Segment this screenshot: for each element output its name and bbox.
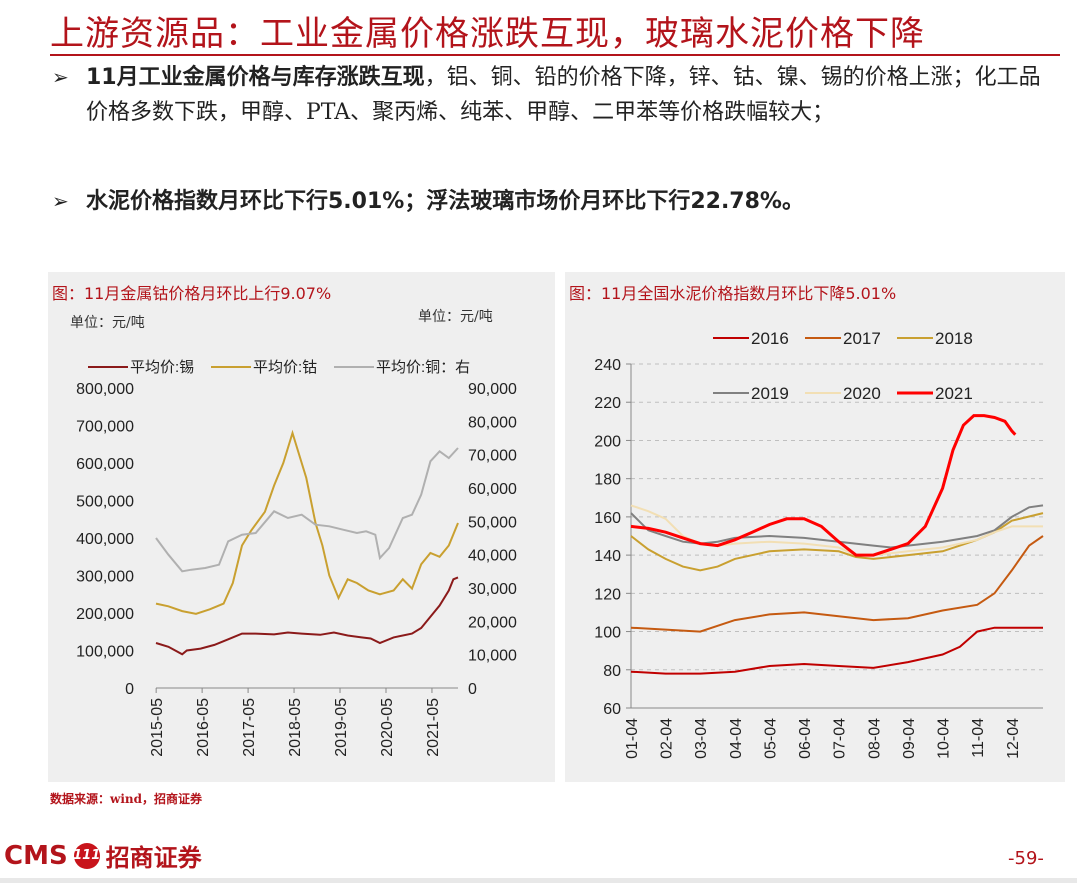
y-left-tick-label: 400,000	[76, 531, 134, 548]
bullet-1-bold: 11月工业金属价格与库存涨跌互现	[86, 65, 425, 90]
x-tick-label: 03-04	[693, 718, 710, 759]
legend-label: 2018	[935, 329, 973, 348]
legend-label: 2020	[843, 384, 881, 403]
series-line	[630, 535, 1044, 633]
x-tick-label: 05-04	[762, 718, 779, 759]
series-line	[630, 626, 1043, 675]
x-tick-label: 06-04	[797, 718, 814, 759]
x-tick-label: 2016-05	[195, 698, 212, 757]
data-source: 数据来源：wind，招商证券	[50, 792, 203, 806]
arrow-bullet-icon: ➢	[52, 189, 69, 213]
x-tick-label: 07-04	[832, 718, 849, 759]
bullet-1-text: ，铝、铜、铅的价格下降，锌、钴、镍、锡的价格上涨；化工品价格多数下跌，甲醇、PT…	[86, 65, 1041, 125]
chart-right-title: 图：11月全国水泥价格指数月环比下降5.01%	[569, 284, 897, 303]
series-line	[630, 414, 1017, 557]
y-right-tick-label: 50,000	[468, 514, 517, 531]
x-tick-label: 2018-05	[287, 698, 304, 757]
y-right-tick-label: 10,000	[468, 648, 517, 665]
x-tick-label: 01-04	[624, 718, 641, 759]
page-title: 上游资源品：工业金属价格涨跌互现，玻璃水泥价格下降	[50, 14, 925, 54]
footer-divider	[0, 878, 1077, 883]
series-line	[155, 447, 459, 573]
title-divider	[50, 54, 1060, 56]
page-number: -59-	[1008, 848, 1044, 869]
y-left-tick-label: 100,000	[76, 644, 134, 661]
y-tick-label: 100	[594, 625, 621, 642]
y-tick-label: 80	[603, 663, 621, 680]
chart-left-unit-left: 单位：元/吨	[70, 315, 145, 331]
x-tick-label: 08-04	[866, 718, 883, 759]
legend-label: 2017	[843, 329, 881, 348]
x-tick-label: 2021-05	[425, 698, 442, 757]
legend-label: 平均价:钴	[253, 359, 317, 376]
y-tick-label: 120	[594, 586, 621, 603]
x-tick-label: 11-04	[970, 718, 987, 758]
legend-label: 平均价:锡	[130, 359, 194, 376]
logo-company-name: 招商证券	[105, 843, 202, 872]
x-tick-label: 2019-05	[333, 698, 350, 757]
y-left-tick-label: 0	[125, 681, 134, 698]
x-tick-label: 10-04	[936, 718, 953, 759]
x-tick-label: 04-04	[728, 718, 745, 759]
legend-label: 平均价:铜：右	[376, 359, 470, 376]
legend-label: 2016	[751, 329, 789, 348]
x-tick-label: 2015-05	[149, 698, 166, 757]
arrow-bullet-icon: ➢	[52, 65, 69, 89]
y-right-tick-label: 60,000	[468, 481, 517, 498]
y-right-tick-label: 30,000	[468, 581, 517, 598]
series-line	[155, 576, 459, 656]
x-tick-label: 09-04	[901, 718, 918, 759]
bullet-2: ➢ 水泥价格指数月环比下行5.01%；浮法玻璃市场价月环比下行22.78%。	[52, 184, 1042, 219]
y-right-tick-label: 70,000	[468, 448, 517, 465]
x-tick-label: 2017-05	[241, 698, 258, 757]
legend-label: 2021	[935, 384, 973, 403]
y-tick-label: 220	[594, 395, 621, 412]
y-left-tick-label: 700,000	[76, 419, 134, 436]
chart-left-title: 图：11月金属钴价格月环比上行9.07%	[52, 284, 332, 303]
series-line	[630, 504, 1043, 557]
y-tick-label: 200	[594, 433, 621, 450]
y-right-tick-label: 0	[468, 681, 477, 698]
y-left-tick-label: 500,000	[76, 494, 134, 511]
chart-panel-right: 图：11月全国水泥价格指数月环比下降5.01% 60 80 100 120 140 160…	[565, 272, 1065, 782]
x-tick-label: 02-04	[659, 718, 676, 759]
y-tick-label: 180	[594, 472, 621, 489]
y-tick-label: 140	[594, 548, 621, 565]
company-logo: CMS 111 招商证券	[4, 838, 202, 873]
legend-label: 2019	[751, 384, 789, 403]
cement-index-chart: 60 80 100 120 140 160 180 200 220 240 01-04 02-04 03…	[594, 329, 1044, 759]
y-tick-label: 160	[594, 510, 621, 527]
y-left-tick-label: 800,000	[76, 381, 134, 398]
metal-price-chart: 0 100,000 200,000 300,000 400,000 500,000 600,…	[76, 359, 517, 757]
y-left-tick-label: 200,000	[76, 606, 134, 623]
y-tick-label: 60	[603, 701, 621, 718]
bullet-2-bold: 水泥价格指数月环比下行5.01%；浮法玻璃市场价月环比下行22.78%。	[86, 189, 804, 214]
y-right-tick-label: 90,000	[468, 381, 517, 398]
y-left-tick-label: 600,000	[76, 456, 134, 473]
y-right-tick-label: 20,000	[468, 614, 517, 631]
y-right-tick-label: 80,000	[468, 414, 517, 431]
series-line	[155, 429, 459, 615]
y-left-tick-label: 300,000	[76, 569, 134, 586]
x-tick-label: 2020-05	[379, 698, 396, 757]
logo-text: CMS	[4, 840, 68, 871]
logo-badge-icon: 111	[73, 842, 100, 869]
bullet-1: ➢ 11月工业金属价格与库存涨跌互现，铝、铜、铅的价格下降，锌、钴、镍、锡的价格…	[52, 60, 1042, 130]
chart-panel-left: 图：11月金属钴价格月环比上行9.07% 单位：元/吨 单位：元/吨 0 100,…	[48, 272, 555, 782]
chart-left-unit-right: 单位：元/吨	[418, 309, 493, 325]
y-tick-label: 240	[594, 357, 621, 374]
x-tick-label: 12-04	[1005, 718, 1022, 759]
y-right-tick-label: 40,000	[468, 548, 517, 565]
